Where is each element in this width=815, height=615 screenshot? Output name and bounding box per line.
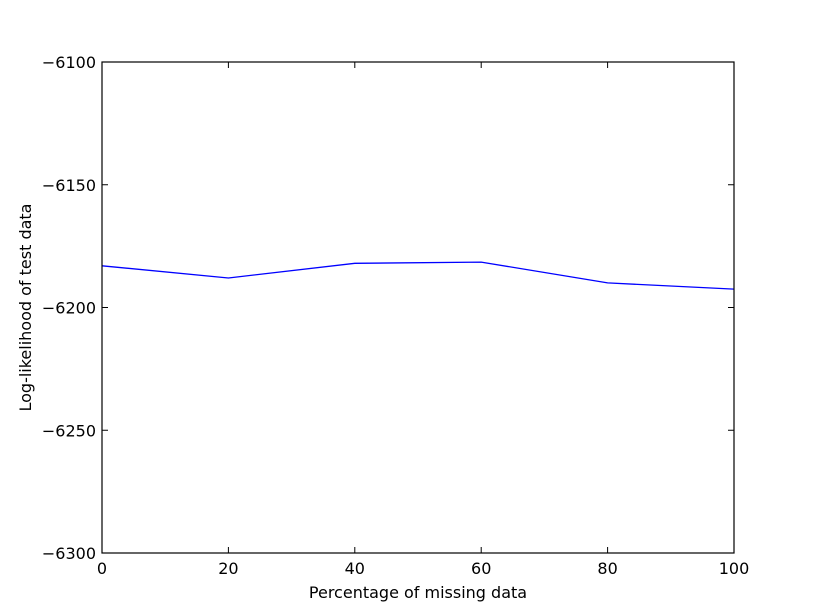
x-tick-label: 60 bbox=[471, 559, 491, 578]
x-tick-label: 80 bbox=[597, 559, 617, 578]
y-axis-label: Log-likelihood of test data bbox=[16, 204, 35, 412]
x-tick-label: 40 bbox=[345, 559, 365, 578]
x-tick-label: 0 bbox=[97, 559, 107, 578]
y-tick-label: −6100 bbox=[42, 53, 96, 72]
x-tick-label: 20 bbox=[218, 559, 238, 578]
y-tick-label: −6200 bbox=[42, 299, 96, 318]
y-tick-label: −6250 bbox=[42, 421, 96, 440]
y-tick-label: −6300 bbox=[42, 544, 96, 563]
x-tick-label: 100 bbox=[719, 559, 750, 578]
x-axis-label: Percentage of missing data bbox=[309, 583, 527, 602]
y-tick-label: −6150 bbox=[42, 176, 96, 195]
